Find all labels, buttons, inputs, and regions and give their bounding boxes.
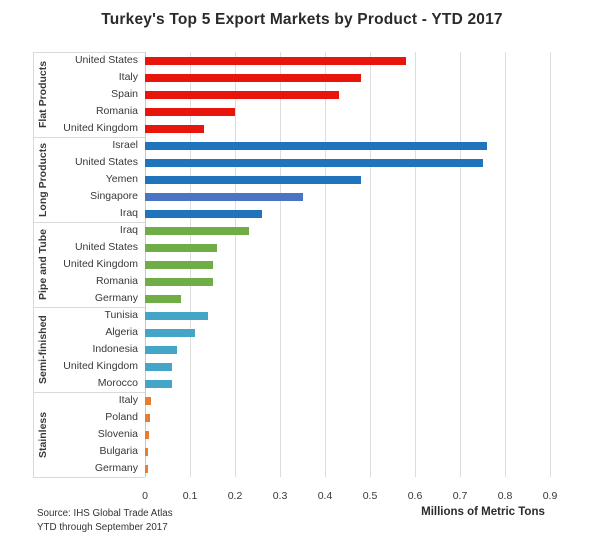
bar — [145, 328, 195, 337]
country-label: Germany — [94, 292, 138, 304]
bar — [145, 141, 487, 150]
country-label: Algeria — [105, 326, 138, 338]
country-label: United Kingdom — [63, 122, 138, 134]
group-separator — [33, 222, 145, 223]
bar — [145, 243, 217, 252]
country-label: Indonesia — [92, 343, 138, 355]
bar — [145, 158, 483, 167]
gridline — [415, 52, 416, 477]
x-tick-label: 0.7 — [452, 490, 468, 502]
group-separator — [33, 392, 145, 393]
gridline — [280, 52, 281, 477]
bar — [145, 226, 249, 235]
group-separator — [33, 307, 145, 308]
gridline — [325, 52, 326, 477]
x-tick-label: 0.3 — [272, 490, 288, 502]
country-label: United Kingdom — [63, 258, 138, 270]
bar — [145, 277, 213, 286]
bar — [145, 464, 148, 473]
bar — [145, 362, 172, 371]
gridline — [505, 52, 506, 477]
label-column-border — [33, 52, 34, 477]
gridline — [370, 52, 371, 477]
x-tick-label: 0.9 — [542, 490, 558, 502]
bar — [145, 90, 339, 99]
country-label: United States — [74, 54, 138, 66]
bar — [145, 379, 172, 388]
country-label: Bulgaria — [99, 445, 138, 457]
group-separator — [33, 52, 145, 53]
country-label: United Kingdom — [63, 360, 138, 372]
source-line-1: Source: IHS Global Trade Atlas — [37, 508, 173, 519]
bar — [145, 345, 177, 354]
country-label: Poland — [105, 411, 138, 423]
bar — [145, 124, 204, 133]
x-tick-label: 0.6 — [407, 490, 423, 502]
x-axis-label: Millions of Metric Tons — [421, 506, 545, 518]
x-tick-label: 0.2 — [227, 490, 243, 502]
bar — [145, 175, 361, 184]
country-label: Yemen — [105, 173, 138, 185]
gridline — [460, 52, 461, 477]
bar — [145, 209, 262, 218]
bar — [145, 260, 213, 269]
country-label: Italy — [118, 71, 138, 83]
bar — [145, 430, 149, 439]
bar — [145, 107, 235, 116]
bar — [145, 192, 303, 201]
bar — [145, 413, 150, 422]
bar — [145, 447, 148, 456]
country-label: United States — [74, 241, 138, 253]
group-separator — [33, 477, 145, 478]
bar — [145, 73, 361, 82]
x-tick-label: 0.5 — [362, 490, 378, 502]
x-tick-label: 0.8 — [497, 490, 513, 502]
country-label: Romania — [95, 105, 138, 117]
country-label: Tunisia — [104, 309, 138, 321]
x-tick-label: 0.4 — [317, 490, 333, 502]
country-label: Iraq — [119, 224, 138, 236]
country-label: Spain — [111, 88, 138, 100]
country-label: Romania — [95, 275, 138, 287]
country-label: Morocco — [97, 377, 138, 389]
country-label: Italy — [118, 394, 138, 406]
bar — [145, 396, 151, 405]
bar — [145, 56, 406, 65]
country-label: Singapore — [90, 190, 138, 202]
source-note: Source: IHS Global Trade Atlas YTD throu… — [37, 507, 173, 534]
group-separator — [33, 137, 145, 138]
country-label: Iraq — [119, 207, 138, 219]
source-line-2: YTD through September 2017 — [37, 521, 168, 533]
country-label: Israel — [112, 139, 138, 151]
chart-title: Turkey's Top 5 Export Markets by Product… — [101, 11, 503, 28]
country-label: Slovenia — [97, 428, 138, 440]
gridline — [550, 52, 551, 477]
x-tick-label: 0.1 — [182, 490, 198, 502]
gridline — [235, 52, 236, 477]
bar — [145, 294, 181, 303]
bar — [145, 311, 208, 320]
country-label: Germany — [94, 462, 138, 474]
country-label: United States — [74, 156, 138, 168]
x-tick-label: 0 — [142, 490, 148, 502]
